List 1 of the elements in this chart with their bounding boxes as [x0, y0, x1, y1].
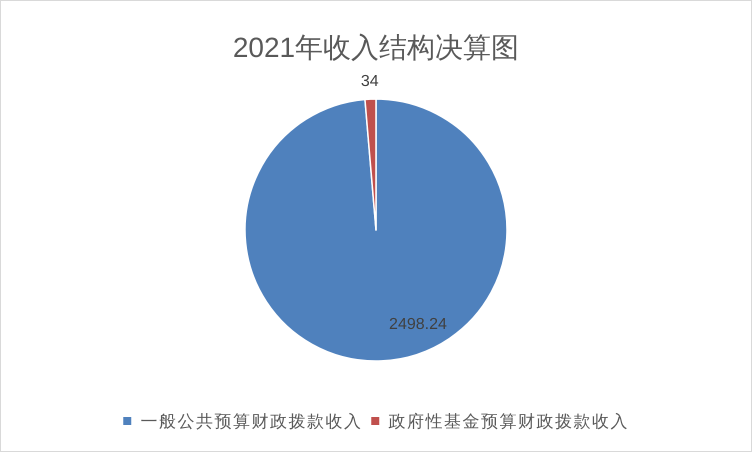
- title: 2021年收入结构决算图: [232, 32, 520, 63]
